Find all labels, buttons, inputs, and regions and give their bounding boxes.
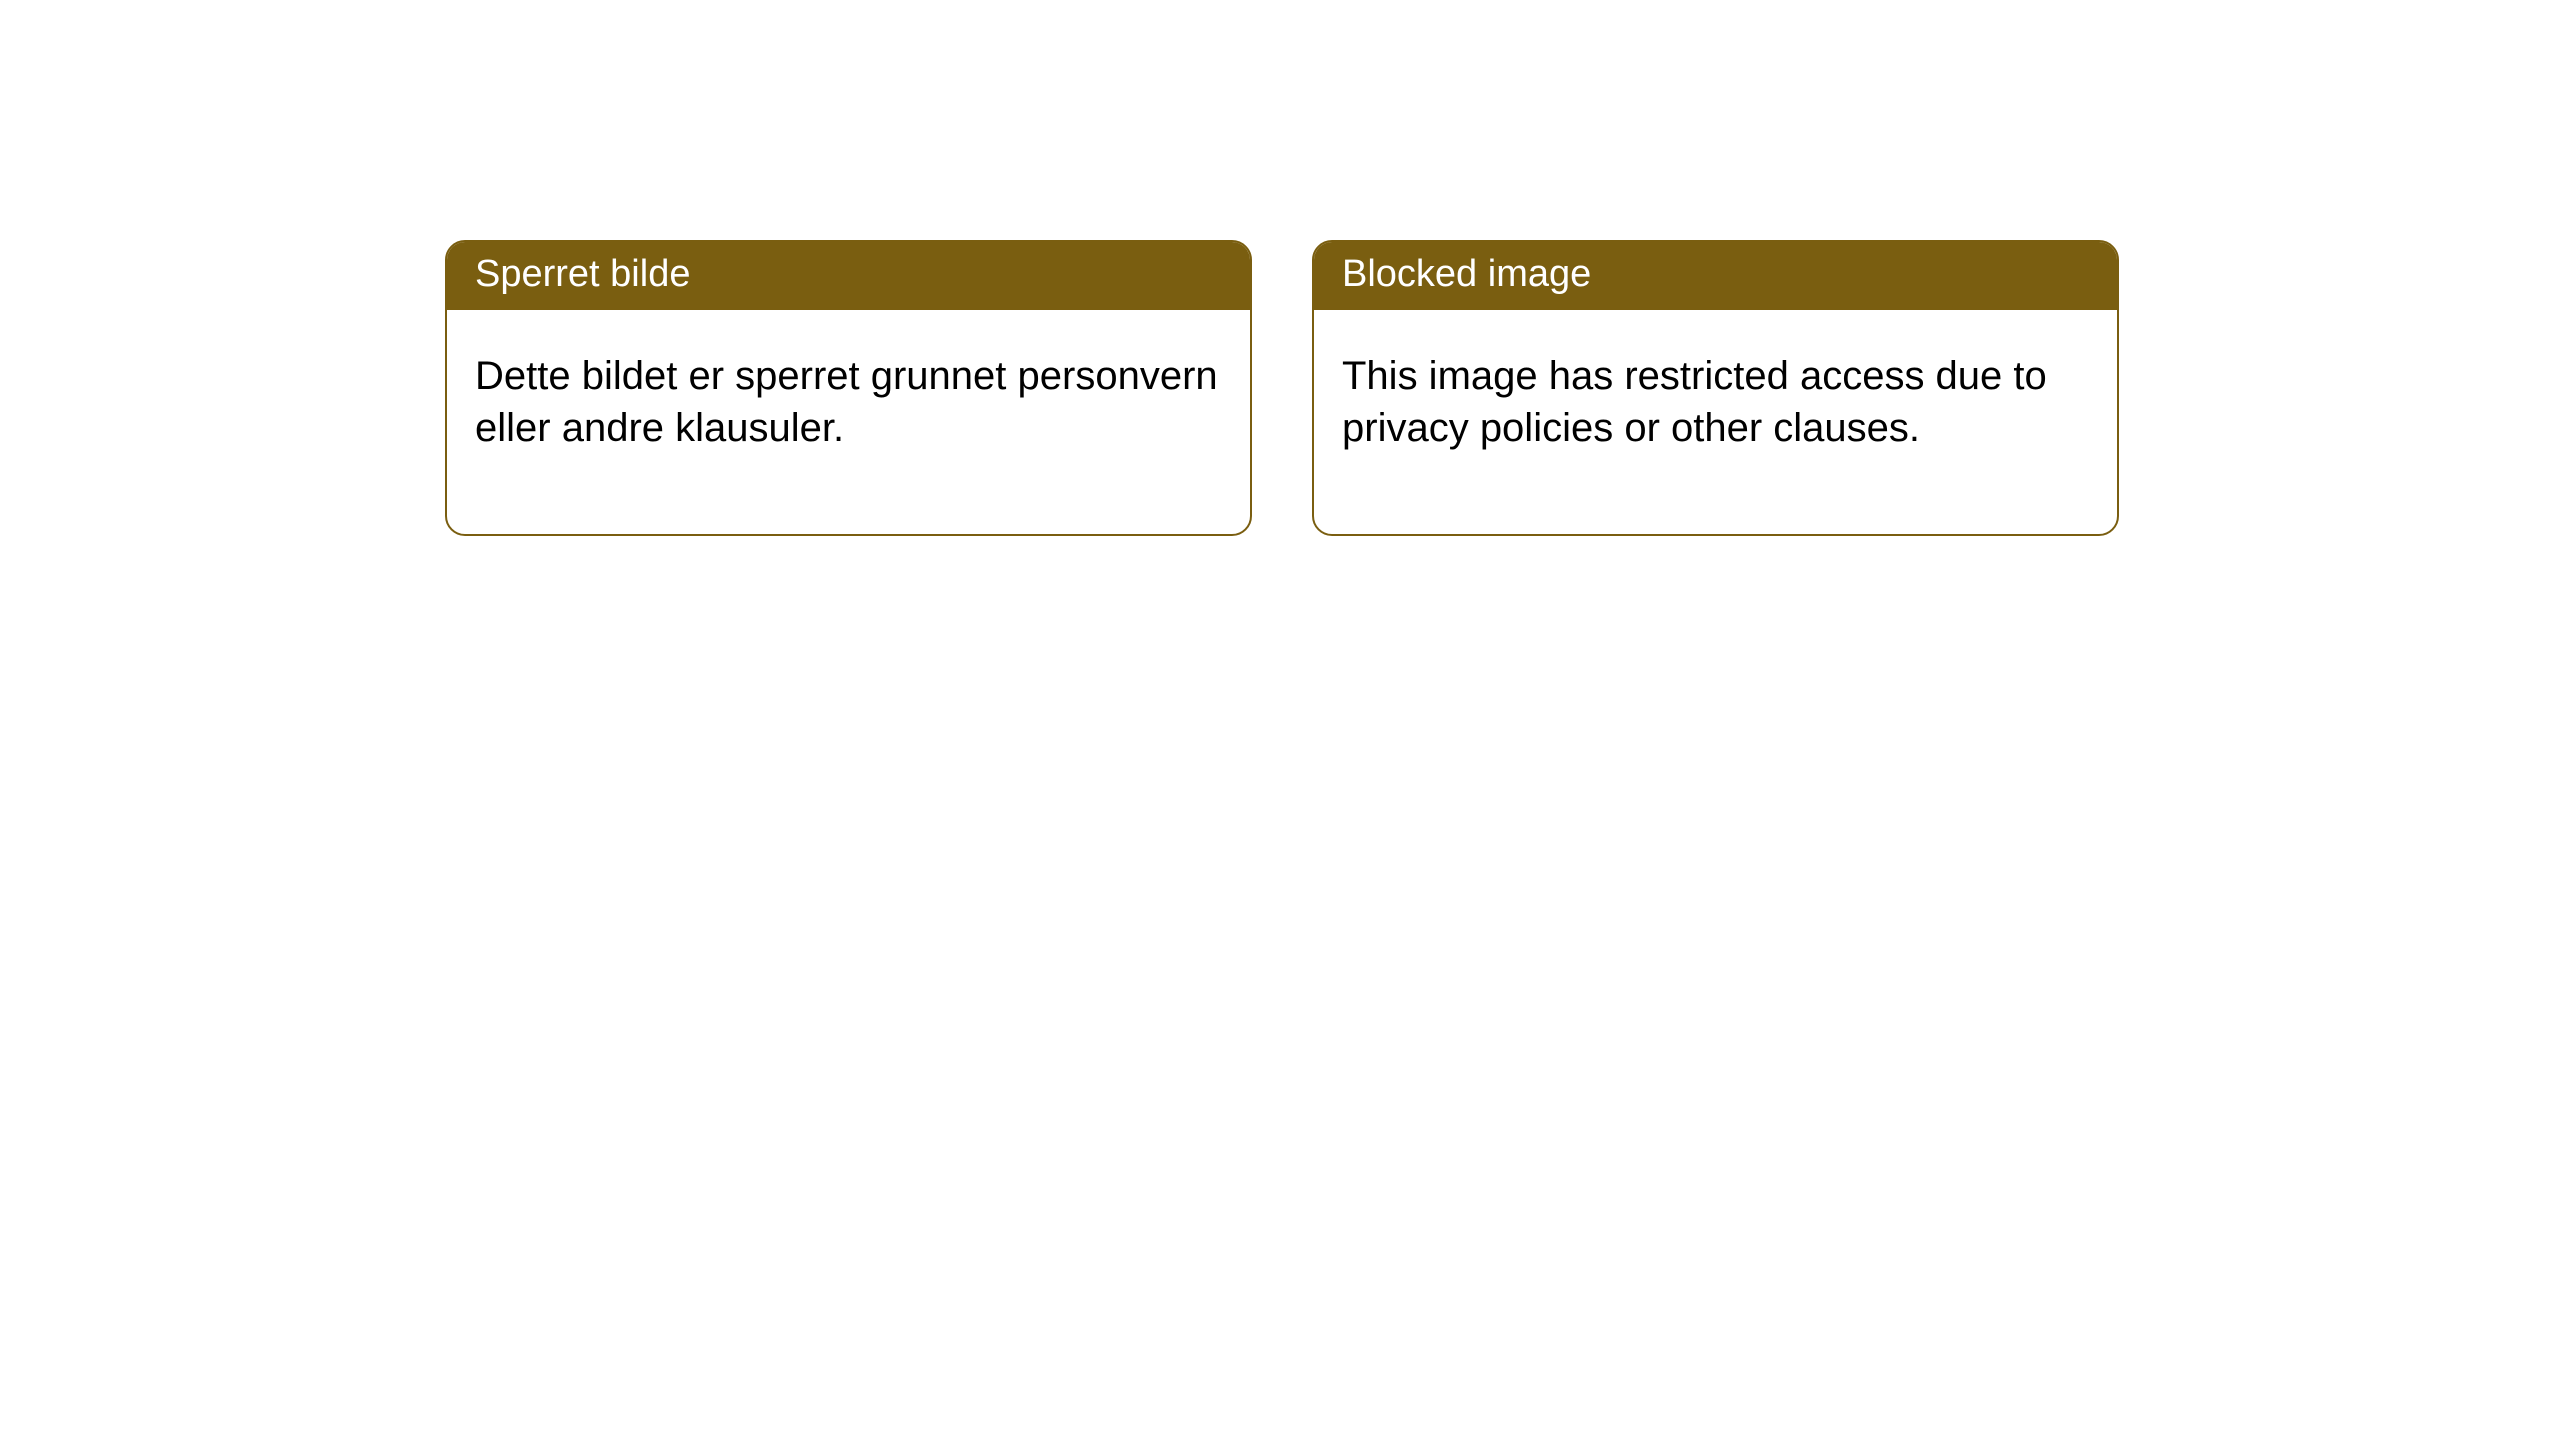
notice-container: Sperret bilde Dette bildet er sperret gr… xyxy=(445,240,2119,536)
notice-header: Sperret bilde xyxy=(447,242,1250,310)
notice-card-norwegian: Sperret bilde Dette bildet er sperret gr… xyxy=(445,240,1252,536)
notice-header: Blocked image xyxy=(1314,242,2117,310)
notice-body: This image has restricted access due to … xyxy=(1314,310,2117,534)
notice-body: Dette bildet er sperret grunnet personve… xyxy=(447,310,1250,534)
notice-card-english: Blocked image This image has restricted … xyxy=(1312,240,2119,536)
